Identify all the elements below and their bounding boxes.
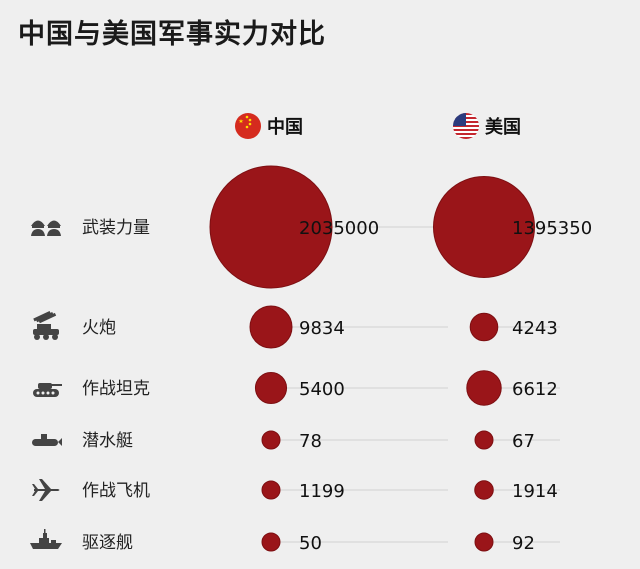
tank-icon bbox=[33, 383, 62, 397]
column-header: 中国 bbox=[267, 116, 303, 138]
value-label: 5400 bbox=[299, 379, 345, 400]
destroyer-icon bbox=[30, 529, 62, 549]
value-label: 67 bbox=[512, 431, 535, 452]
bubble bbox=[261, 430, 281, 450]
usa-flag-icon bbox=[453, 113, 479, 139]
bubble bbox=[474, 532, 494, 552]
value-label: 6612 bbox=[512, 379, 558, 400]
row-label: 作战坦克 bbox=[82, 379, 150, 399]
bubble bbox=[254, 371, 288, 405]
value-label: 92 bbox=[512, 533, 535, 554]
column-header: 美国 bbox=[485, 116, 521, 138]
value-label: 1395350 bbox=[512, 218, 592, 239]
bubble bbox=[466, 370, 502, 406]
artillery-icon bbox=[33, 310, 59, 340]
value-label: 1199 bbox=[299, 481, 345, 502]
page-title: 中国与美国军事实力对比 bbox=[18, 19, 326, 50]
row-label: 驱逐舰 bbox=[82, 533, 133, 553]
bubble bbox=[261, 532, 281, 552]
row-label: 火炮 bbox=[82, 318, 116, 338]
bubble bbox=[474, 480, 494, 500]
bubble bbox=[209, 165, 333, 289]
aircraft-icon bbox=[32, 479, 60, 501]
soldiers-icon bbox=[31, 220, 61, 236]
value-label: 2035000 bbox=[299, 218, 379, 239]
submarine-icon bbox=[32, 434, 62, 446]
china-flag-icon bbox=[235, 113, 261, 139]
value-label: 9834 bbox=[299, 318, 345, 339]
row-label: 武装力量 bbox=[82, 218, 150, 238]
value-label: 50 bbox=[299, 533, 322, 554]
bubble bbox=[261, 480, 281, 500]
value-label: 4243 bbox=[512, 318, 558, 339]
bubble bbox=[474, 430, 494, 450]
bubble bbox=[432, 175, 536, 279]
value-label: 1914 bbox=[512, 481, 558, 502]
value-label: 78 bbox=[299, 431, 322, 452]
row-label: 潜水艇 bbox=[82, 431, 133, 451]
bubble bbox=[469, 312, 499, 342]
row-label: 作战飞机 bbox=[82, 481, 150, 501]
bubble bbox=[249, 305, 293, 349]
